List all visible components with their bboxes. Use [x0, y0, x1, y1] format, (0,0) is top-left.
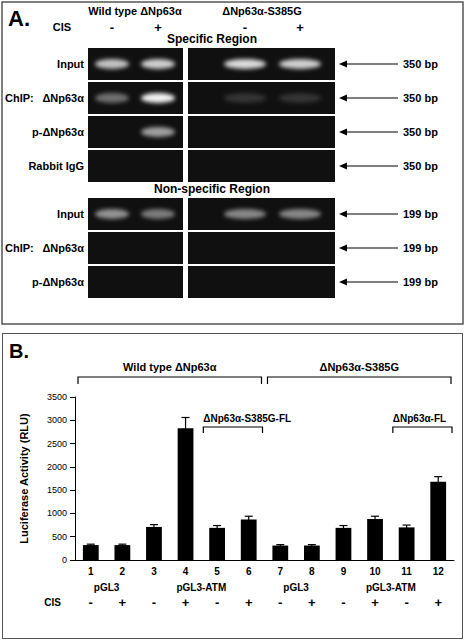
svg-text:ChIP:: ChIP: — [5, 242, 34, 254]
svg-text:Wild type ΔNp63α: Wild type ΔNp63α — [88, 5, 182, 17]
svg-text:350 bp: 350 bp — [403, 160, 438, 172]
svg-text:Wild type ΔNp63α: Wild type ΔNp63α — [123, 361, 217, 373]
svg-text:p-ΔNp63α: p-ΔNp63α — [32, 276, 84, 288]
svg-text:pGL3-ATM: pGL3-ATM — [176, 582, 226, 593]
svg-text:350 bp: 350 bp — [403, 126, 438, 138]
svg-text:+: + — [434, 595, 442, 610]
svg-text:3000: 3000 — [47, 415, 67, 425]
svg-text:-: - — [278, 595, 282, 610]
svg-text:ΔNp63α-S385G: ΔNp63α-S385G — [320, 361, 399, 373]
svg-text:+: + — [182, 595, 190, 610]
svg-text:+: + — [154, 20, 162, 35]
svg-text:350 bp: 350 bp — [403, 92, 438, 104]
svg-text:3: 3 — [151, 566, 157, 577]
svg-text:350 bp: 350 bp — [403, 58, 438, 70]
svg-text:Input: Input — [57, 58, 84, 70]
svg-text:Rabbit IgG: Rabbit IgG — [28, 160, 84, 172]
svg-text:pGL3: pGL3 — [283, 582, 309, 593]
svg-text:500: 500 — [52, 532, 67, 542]
svg-text:2500: 2500 — [47, 439, 67, 449]
svg-text:ΔNp63α: ΔNp63α — [42, 92, 84, 104]
svg-text:3500: 3500 — [47, 392, 67, 402]
svg-text:-: - — [215, 595, 219, 610]
svg-text:ΔNp63α-S385G: ΔNp63α-S385G — [222, 5, 301, 17]
svg-text:pGL3: pGL3 — [94, 582, 120, 593]
svg-text:Luciferase Activity (RLU): Luciferase Activity (RLU) — [18, 413, 30, 544]
svg-text:9: 9 — [341, 566, 347, 577]
svg-text:199 bp: 199 bp — [403, 276, 438, 288]
svg-text:-: - — [110, 20, 114, 35]
svg-text:-: - — [152, 595, 156, 610]
svg-text:199 bp: 199 bp — [403, 208, 438, 220]
svg-text:6: 6 — [246, 566, 252, 577]
svg-text:-: - — [404, 595, 408, 610]
svg-text:+: + — [245, 595, 253, 610]
svg-text:pGL3-ATM: pGL3-ATM — [366, 582, 416, 593]
svg-text:ΔNp63α-FL: ΔNp63α-FL — [393, 413, 446, 424]
svg-text:CIS: CIS — [53, 21, 71, 33]
svg-text:Non-specific Region: Non-specific Region — [154, 182, 270, 196]
svg-text:5: 5 — [214, 566, 220, 577]
svg-text:0: 0 — [62, 555, 67, 565]
svg-text:11: 11 — [401, 566, 412, 577]
svg-text:199 bp: 199 bp — [403, 242, 438, 254]
svg-text:B.: B. — [9, 340, 29, 362]
svg-text:+: + — [371, 595, 379, 610]
svg-text:+: + — [119, 595, 127, 610]
svg-text:-: - — [89, 595, 93, 610]
svg-text:-: - — [341, 595, 345, 610]
svg-text:10: 10 — [369, 566, 381, 577]
svg-text:2000: 2000 — [47, 462, 67, 472]
svg-text:Specific Region: Specific Region — [167, 32, 257, 46]
svg-text:1000: 1000 — [47, 508, 67, 518]
svg-text:ΔNp63α: ΔNp63α — [42, 242, 84, 254]
svg-text:A.: A. — [8, 6, 30, 31]
svg-text:Input: Input — [57, 208, 84, 220]
svg-text:4: 4 — [183, 566, 189, 577]
svg-text:12: 12 — [433, 566, 445, 577]
svg-text:8: 8 — [309, 566, 315, 577]
svg-text:1500: 1500 — [47, 485, 67, 495]
svg-text:1: 1 — [88, 566, 94, 577]
svg-text:+: + — [308, 595, 316, 610]
svg-text:ΔNp63α-S385G-FL: ΔNp63α-S385G-FL — [203, 413, 291, 424]
svg-text:CIS: CIS — [44, 597, 61, 608]
svg-text:7: 7 — [278, 566, 284, 577]
svg-text:p-ΔNp63α: p-ΔNp63α — [32, 126, 84, 138]
svg-text:2: 2 — [120, 566, 126, 577]
svg-text:ChIP:: ChIP: — [5, 92, 34, 104]
svg-text:+: + — [296, 20, 304, 35]
